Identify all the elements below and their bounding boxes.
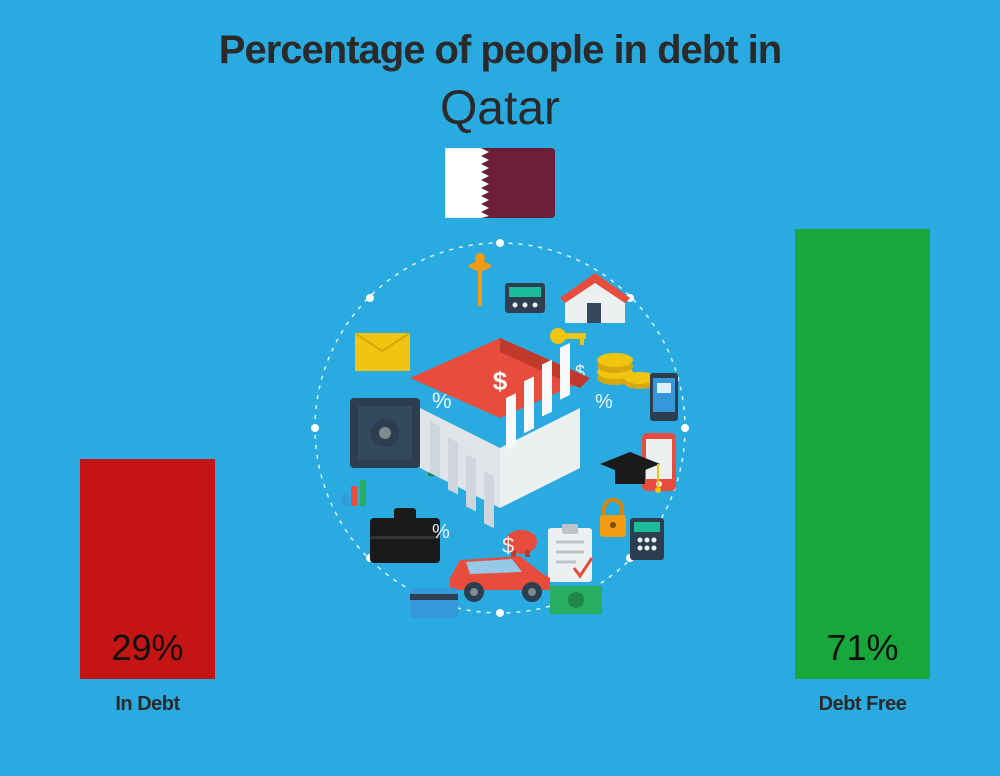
bar-group-in-debt: 29% In Debt [80,459,215,716]
bar-debt-free-label: Debt Free [795,693,930,716]
svg-text:%: % [595,391,613,413]
qatar-flag-icon [445,148,555,218]
bar-debt-free-value: 71% [795,627,930,669]
svg-text:$: $ [493,366,508,396]
page-title: Percentage of people in debt in [0,0,1000,73]
country-name: Qatar [0,81,1000,136]
svg-text:$: $ [502,533,514,558]
svg-text:%: % [432,521,450,543]
bar-group-debt-free: 71% Debt Free [795,229,930,716]
bar-in-debt-label: In Debt [80,693,215,716]
bar-in-debt-value: 29% [80,627,215,669]
finance-collage-icon: % % % $ $ $ [300,228,700,628]
bar-debt-free: 71% [795,229,930,679]
bar-in-debt: 29% [80,459,215,679]
